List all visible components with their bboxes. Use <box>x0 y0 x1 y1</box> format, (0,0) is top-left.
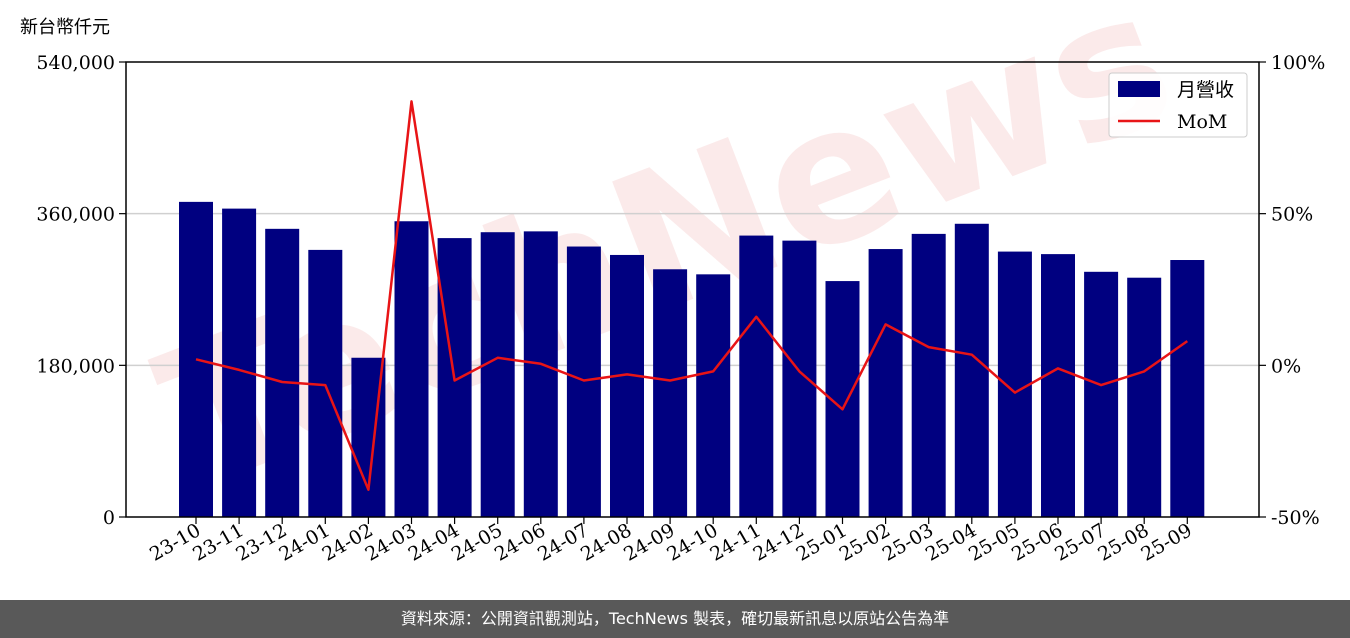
y-left-tick-label: 540,000 <box>36 52 115 74</box>
bar-24-06 <box>523 231 558 517</box>
bar-25-07 <box>1084 271 1119 517</box>
mom-line <box>195 100 1189 491</box>
bar-23-12 <box>265 228 300 518</box>
legend-label-revenue: 月營收 <box>1177 79 1234 101</box>
bar-24-10 <box>696 274 731 517</box>
bar-23-11 <box>222 208 257 517</box>
legend: 月營收 MoM <box>1108 72 1248 138</box>
legend-label-mom: MoM <box>1177 111 1227 133</box>
revenue-chart: TechNews 0180,000360,000540,000-50%0%50%… <box>20 0 1325 566</box>
bar-25-06 <box>1041 254 1075 517</box>
bar-24-03 <box>394 221 429 517</box>
bar-24-09 <box>653 269 688 517</box>
y-axis-unit-label: 新台幣仟元 <box>20 17 110 38</box>
plot-frame <box>125 61 1260 518</box>
y-right-tick-label: -50% <box>1271 507 1320 529</box>
bar-25-04 <box>954 223 989 517</box>
x-tick-label: 25-09 <box>1137 519 1195 565</box>
bar-24-08 <box>610 254 644 517</box>
bar-24-11 <box>739 235 774 517</box>
y-right-tick-label: 0% <box>1271 355 1301 377</box>
source-footer: 資料來源：公開資訊觀測站，TechNews 製表，確切最新訊息以原站公告為準 <box>0 600 1350 638</box>
legend-swatch-revenue <box>1118 81 1160 97</box>
y-left-tick-label: 180,000 <box>36 355 115 377</box>
y-left-tick-label: 0 <box>103 507 115 529</box>
bar-25-05 <box>997 251 1032 518</box>
bar-25-08 <box>1127 277 1162 517</box>
bar-25-03 <box>911 233 946 517</box>
bar-25-02 <box>868 249 903 518</box>
bar-24-05 <box>480 232 515 517</box>
bar-24-12 <box>782 240 817 517</box>
y-right-tick-label: 50% <box>1271 204 1313 226</box>
y-right-tick-label: 100% <box>1271 52 1325 74</box>
bar-24-07 <box>566 246 601 517</box>
y-left-tick-label: 360,000 <box>36 204 115 226</box>
bar-25-09 <box>1170 260 1205 517</box>
